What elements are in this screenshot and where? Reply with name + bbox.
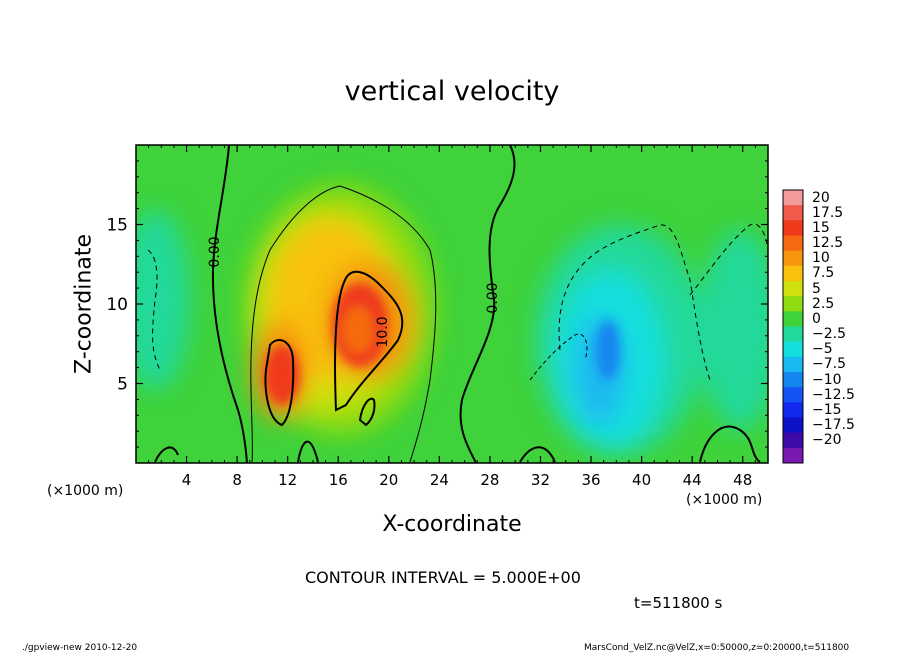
colorbar-swatch [783, 447, 803, 464]
colorbar-swatch [783, 326, 803, 343]
contour-lines [147, 145, 768, 463]
footer-left: ./gpview-new 2010-12-20 [22, 643, 138, 653]
colorbar-label: 5 [812, 280, 821, 297]
colorbar-label: 20 [812, 189, 830, 206]
colorbar-label: −7.5 [812, 356, 846, 373]
contour-label: 0.00 [485, 282, 501, 313]
contour-label: 10.0 [375, 316, 391, 347]
contour-label: 0.00 [207, 236, 223, 267]
x-tick-label: 44 [683, 471, 702, 489]
colorbar-swatch [783, 402, 803, 418]
colorbar-swatch [783, 265, 803, 282]
y-tick-label: 5 [117, 375, 128, 395]
footer-right: MarsCond_VelZ.nc@VelZ,x=0:50000,z=0:2000… [584, 643, 850, 653]
x-unit-label-left: (×1000 m) [47, 483, 124, 499]
colorbar-swatch [783, 417, 803, 434]
x-unit-label-right: (×1000 m) [686, 492, 763, 508]
colorbar-swatch [783, 372, 803, 388]
x-tick-label: 16 [329, 471, 348, 489]
y-tick-label: 15 [106, 216, 128, 236]
colorbar-label: −20 [812, 432, 842, 449]
colorbar-label: −5 [812, 341, 833, 358]
x-tick-label: 32 [531, 471, 550, 489]
colorbar-label: −10 [812, 371, 842, 388]
x-tick-label: 28 [480, 471, 499, 489]
colorbar-label: −17.5 [812, 417, 855, 434]
x-tick-label: 40 [632, 471, 651, 489]
colorbar-swatch [783, 235, 803, 252]
x-tick-label: 20 [379, 471, 398, 489]
colorbar-label: 12.5 [812, 235, 844, 252]
y-axis-ticks: 5 10 15 [106, 160, 768, 448]
colorbar-label: 15 [812, 219, 830, 236]
colorbar-label: −12.5 [812, 386, 855, 403]
colorbar-swatch [783, 341, 803, 358]
time-label: t=511800 s [634, 594, 723, 612]
colorbar-label: 10 [812, 250, 830, 267]
colorbar-swatch [783, 250, 803, 267]
colorbar-label: −2.5 [812, 326, 846, 343]
colorbar-label: −15 [812, 401, 842, 418]
colorbar-swatch [783, 387, 803, 403]
colorbar-swatch [783, 220, 803, 236]
x-tick-label: 4 [182, 471, 192, 489]
x-axis-label: X-coordinate [382, 512, 522, 537]
contour-interval-text: CONTOUR INTERVAL = 5.000E+00 [305, 568, 581, 587]
colorbar-label: 17.5 [812, 204, 844, 221]
y-axis-label: Z-coordinate [71, 234, 97, 374]
colorbar-label: 2.5 [812, 295, 835, 312]
x-tick-label: 12 [278, 471, 297, 489]
colorbar [782, 189, 804, 464]
shading-field [136, 145, 768, 463]
colorbar-swatch [783, 356, 803, 373]
x-tick-label: 8 [232, 471, 242, 489]
colorbar-swatch [783, 432, 803, 449]
x-tick-label: 24 [430, 471, 449, 489]
colorbar-swatch [783, 296, 803, 312]
chart-title: vertical velocity [344, 76, 560, 107]
x-tick-label: 36 [581, 471, 600, 489]
colorbar-swatch [783, 190, 803, 206]
colorbar-swatch [783, 311, 803, 327]
colorbar-swatch [783, 281, 803, 297]
colorbar-label: 7.5 [812, 265, 835, 282]
x-axis-ticks: 4 8 12 16 20 24 28 32 36 40 44 48 [148, 145, 756, 489]
x-tick-label: 48 [733, 471, 752, 489]
colorbar-frame [782, 189, 804, 464]
colorbar-label: 0 [812, 310, 821, 327]
colorbar-swatch [783, 205, 803, 221]
y-tick-label: 10 [106, 295, 128, 315]
